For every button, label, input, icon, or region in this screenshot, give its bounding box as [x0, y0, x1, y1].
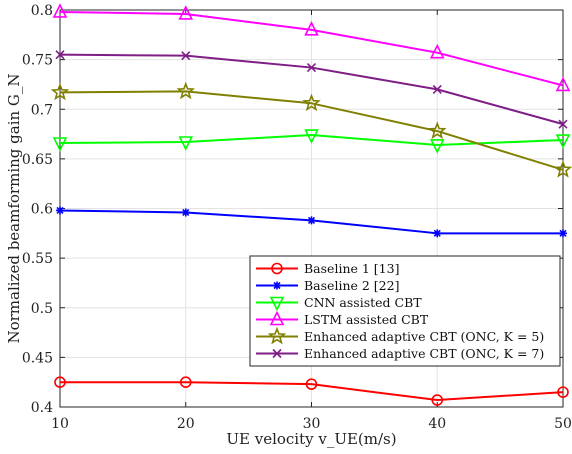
- y-tick-label: 0.75: [22, 53, 53, 69]
- x-tick-label: 30: [303, 416, 321, 432]
- data-point: [432, 84, 442, 94]
- series-path: [59, 10, 564, 87]
- data-point: [50, 82, 70, 101]
- series-layer: [50, 3, 572, 406]
- data-point: [429, 139, 445, 154]
- legend-item: Baseline 2 [22]: [256, 278, 399, 293]
- data-point: [267, 326, 287, 345]
- legend-label: Baseline 2 [22]: [304, 278, 399, 293]
- series-path: [60, 381, 564, 402]
- legend-label: LSTM assisted CBT: [304, 312, 429, 327]
- x-tick-label: 50: [554, 416, 572, 432]
- data-point: [55, 50, 65, 60]
- legend-label: CNN assisted CBT: [304, 295, 422, 310]
- data-point: [178, 136, 194, 151]
- x-tick-label: 10: [51, 416, 69, 432]
- data-point: [555, 134, 571, 149]
- data-point: [304, 21, 319, 36]
- data-point: [176, 81, 196, 100]
- legend-item: Enhanced adaptive CBT (ONC, K = 5): [256, 326, 544, 345]
- data-point: [306, 62, 317, 73]
- legend-box: [249, 255, 561, 367]
- data-point: [427, 121, 447, 139]
- series-line: [50, 81, 572, 178]
- data-point: [54, 376, 66, 388]
- y-tick-label: 0.55: [22, 251, 53, 267]
- data-point: [557, 386, 569, 398]
- legend-item: LSTM assisted CBT: [256, 310, 429, 327]
- data-point: [431, 394, 444, 406]
- data-point: [302, 93, 321, 112]
- data-point: [559, 229, 567, 238]
- legend-item: CNN assisted CBT: [256, 295, 422, 312]
- legend-label: Enhanced adaptive CBT (ONC, K = 5): [304, 329, 544, 344]
- series-path: [59, 90, 564, 171]
- series-line: [52, 3, 571, 92]
- data-point: [181, 208, 190, 217]
- data-point: [304, 129, 319, 144]
- data-point: [178, 5, 194, 20]
- data-point: [269, 296, 285, 312]
- data-point: [271, 262, 283, 275]
- legend: Baseline 1 [13] Baseline 2 [22] CNN assist…: [249, 255, 561, 367]
- series-line: [56, 206, 567, 238]
- data-point: [56, 206, 64, 215]
- legend-item: Enhanced adaptive CBT (ONC, K = 7): [256, 346, 544, 361]
- y-tick-label: 0.65: [22, 152, 53, 168]
- axis-ticks: 0.4 0.45 0.5 0.55 0.6 0.65 0.7 0.75 0.8 10 20 30 40 5…: [22, 3, 572, 432]
- data-point: [52, 137, 68, 152]
- data-point: [273, 281, 281, 290]
- data-point: [305, 378, 318, 390]
- data-point: [558, 119, 568, 129]
- data-point: [553, 160, 572, 178]
- data-point: [429, 43, 445, 59]
- legend-label: Enhanced adaptive CBT (ONC, K = 7): [304, 346, 544, 361]
- y-tick-label: 0.4: [31, 400, 53, 416]
- y-axis-label: Normalized beamforming gain G_N: [5, 73, 23, 343]
- x-axis-label: UE velocity v_UE(m/s): [226, 430, 396, 448]
- data-point: [179, 376, 192, 388]
- x-tick-label: 40: [428, 416, 446, 432]
- data-point: [555, 76, 571, 92]
- x-tick-label: 20: [177, 416, 195, 432]
- legend-item: Baseline 1 [13]: [256, 261, 399, 276]
- data-point: [181, 51, 191, 61]
- series-line: [54, 376, 569, 406]
- y-tick-label: 0.8: [31, 3, 53, 19]
- data-point: [269, 310, 285, 326]
- series-line: [55, 50, 568, 129]
- data-point: [307, 216, 316, 225]
- y-tick-label: 0.6: [31, 202, 53, 218]
- y-tick-label: 0.7: [31, 102, 53, 118]
- y-tick-label: 0.5: [31, 301, 53, 317]
- data-point: [272, 348, 282, 359]
- data-point: [433, 229, 442, 238]
- data-point: [52, 3, 68, 18]
- legend-label: Baseline 1 [13]: [304, 261, 399, 276]
- y-tick-label: 0.45: [22, 350, 53, 366]
